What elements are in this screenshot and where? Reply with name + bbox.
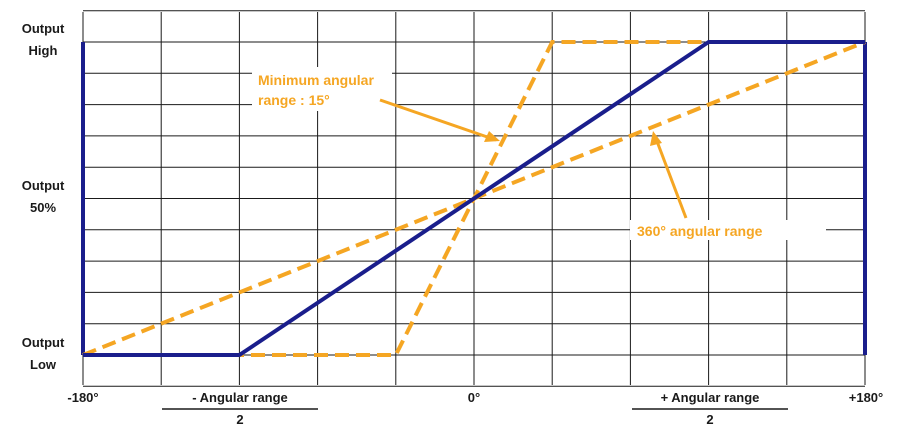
range-label-positive-line1: + Angular range (661, 390, 760, 405)
series-line-0 (83, 40, 865, 357)
annotation-min-arrow (379, 98, 497, 142)
range-label-negative-line1: - Angular range (192, 390, 288, 405)
range-label-negative-line2: 2 (236, 412, 243, 427)
y-label-50-line2: 50% (30, 200, 56, 215)
x-tick-label-plus-180: +180° (849, 390, 883, 405)
annotation-360-arrow (653, 135, 688, 219)
annotation-360-bg (630, 220, 826, 240)
y-label-high-line2: High (29, 43, 58, 58)
y-label-50-line1: Output (22, 178, 65, 193)
y-label-low-line2: Low (30, 357, 57, 372)
x-tick-label-0: 0° (468, 390, 480, 405)
y-label-low-line1: Output (22, 335, 65, 350)
annotation-360-arrowhead (650, 131, 662, 146)
range-label-positive-line2: 2 (706, 412, 713, 427)
x-tick-label-minus-180: -180° (67, 390, 98, 405)
y-label-high-line1: Output (22, 21, 65, 36)
annotation-min-line2: range : 15° (258, 92, 330, 108)
annotation-min-bg (252, 67, 392, 111)
annotation-360-text: 360° angular range (637, 223, 763, 239)
annotation-min-arrowhead (484, 131, 500, 142)
series-layer (82, 40, 866, 357)
annotation-min-line1: Minimum angular (258, 72, 374, 88)
